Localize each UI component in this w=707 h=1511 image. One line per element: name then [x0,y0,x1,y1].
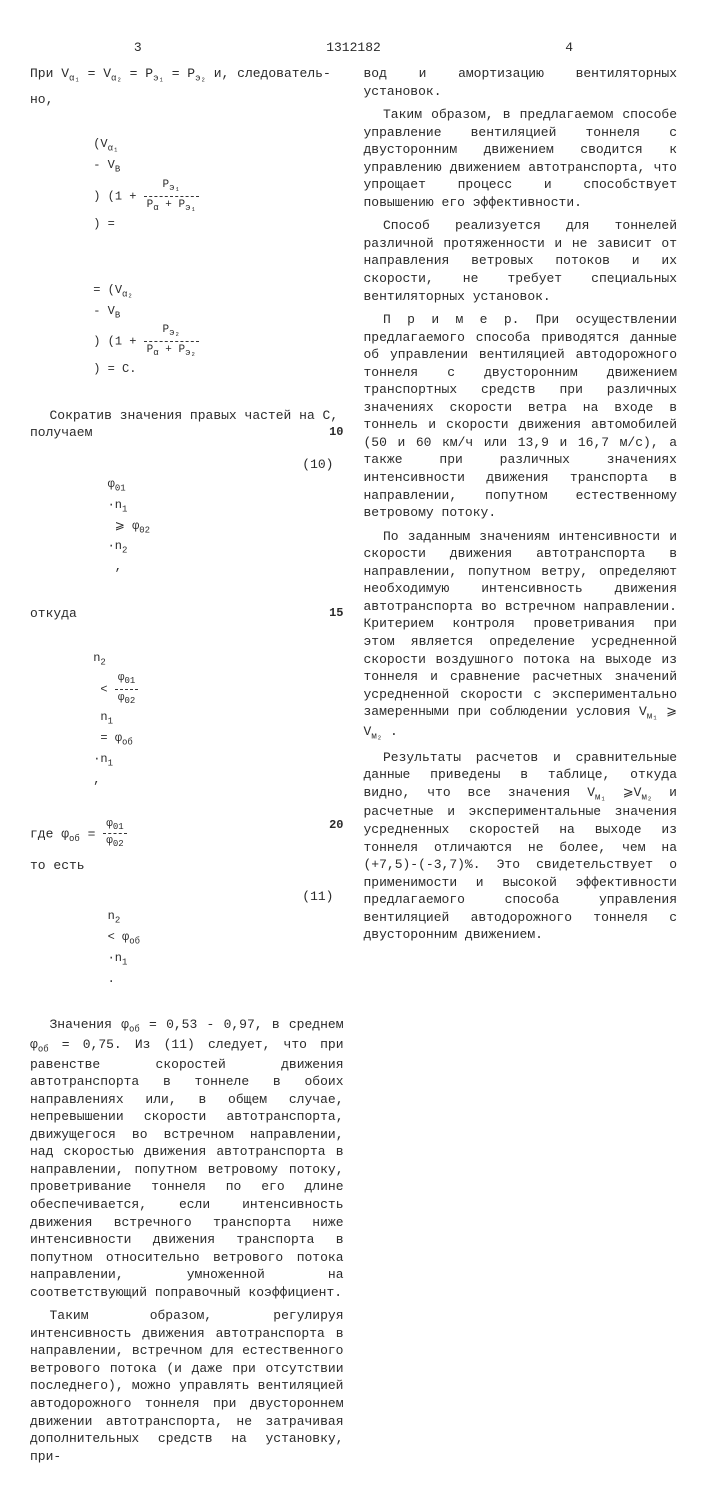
para-reduce: Сократив значения правых частей на С, по… [30,407,344,442]
equation-2: = (Vα₂ - VB ) (1 + Pэ₂Pα + Pэ₂ ) = C. [50,262,344,399]
para-intro2: но, [30,91,344,109]
page-body: При Vα₁ = Vα₂ = Pэ₁ = Pэ₂ и, следователь… [30,65,677,1471]
doc-number: 1312182 [246,40,462,55]
line-15: 15 [329,605,343,621]
para-r4: П р и м е р. При осуществлении предлагае… [364,311,678,522]
para-r6: Результаты расчетов и сравнительные данн… [364,749,678,944]
eq-number-11: (11) [302,889,333,904]
para-where: где φоб = φ01φ02 20 [30,817,344,851]
left-column: При Vα₁ = Vα₂ = Pэ₁ = Pэ₂ и, следователь… [30,65,344,1471]
para-intro: При Vα₁ = Vα₂ = Pэ₁ = Pэ₂ и, следователь… [30,65,344,85]
para-r3: Способ реализуется для тоннелей различно… [364,217,678,305]
para-thatis: то есть [30,857,344,875]
eq-number-10: (10) [302,457,333,472]
page-header: 3 1312182 4 [30,40,677,55]
para-whence: откуда 15 [30,605,344,623]
page-num-right: 4 [461,40,677,55]
line-10: 10 [310,424,344,440]
para-r5: По заданным значениям интенсивности и ск… [364,528,678,743]
para-values: Значения φоб = 0,53 - 0,97, в среднем φо… [30,1016,344,1301]
equation-1: (Vα₁ - VB ) (1 + Pэ₁Pα + Pэ₁ ) = [50,116,344,253]
para-r2: Таким образом, в предлагаемом способе уп… [364,106,678,211]
line-20: 20 [329,817,343,833]
right-column: вод и амортизацию вентиляторных установо… [364,65,678,1471]
para-r1: вод и амортизацию вентиляторных установо… [364,65,678,100]
page-num-left: 3 [30,40,246,55]
equation-11: n2 < φоб ·n1 . (11) [30,880,344,1016]
para-thus: Таким образом, регулируя интенсивность д… [30,1307,344,1465]
equation-10: φ01 ·n1 ⩾ φ02 ·n2 , (10) [30,448,344,605]
equation-n2: n2 < φ01φ02 n1 = φоб ·n1 , [50,630,344,809]
